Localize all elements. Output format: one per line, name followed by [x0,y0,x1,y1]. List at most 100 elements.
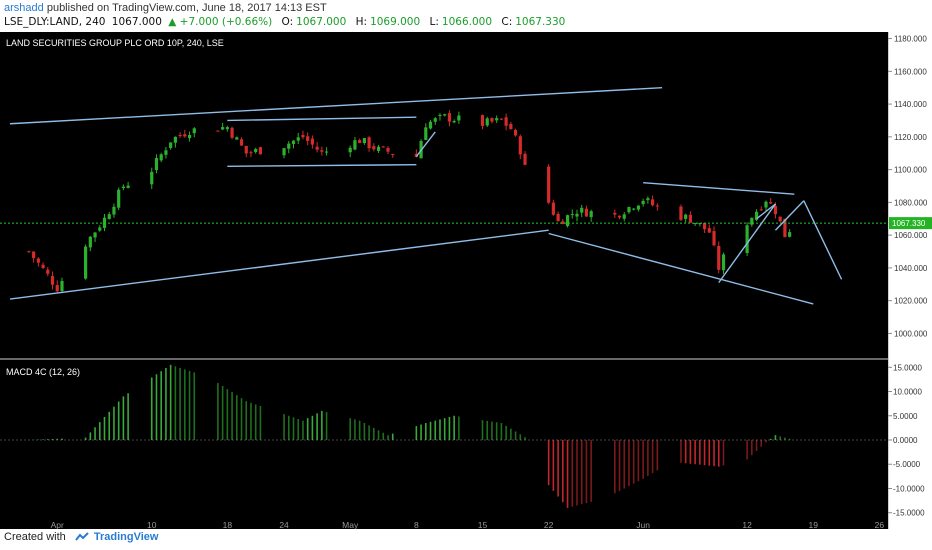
candle-body [551,202,555,215]
candle-body [98,227,102,231]
candle-body [117,189,121,208]
candle-body [239,139,244,146]
candle-body [764,201,768,208]
open-label: O: [281,16,294,28]
candle-body [688,214,692,223]
candle-body [447,113,452,122]
candle-body [769,202,773,204]
time-tick-label: May [342,520,359,529]
forecast-up-arrow [774,200,805,231]
candle-body [580,207,584,213]
price-tick-label: 1160.000 [894,67,927,76]
flag-lower-line [227,163,417,168]
close-label: C: [501,16,513,28]
candle-body [107,214,111,220]
candle-body [495,118,499,121]
candle-body [518,136,522,155]
price-tick-label: 1100.000 [894,166,927,175]
candle-body [745,225,749,254]
time-tick-label: Jun [636,520,650,529]
candle-body [291,140,296,144]
publish-info: arshadd published on TradingView.com, Ju… [4,2,327,14]
author-link[interactable]: arshadd [4,2,44,14]
candle-body [547,166,551,203]
time-tick-label: 12 [742,520,752,529]
time-tick-label: 22 [544,520,554,529]
candle-body [617,215,622,218]
channel-upper-line [9,86,663,125]
price-tick-label: 1180.000 [894,35,927,44]
candle-body [154,158,159,171]
candle-body [254,149,258,152]
candle-body [717,245,721,270]
candle-body [778,216,782,222]
price-scale-background [888,32,932,529]
candle-body [376,146,381,151]
rebound-arrow-head [756,203,776,220]
candle-body [46,269,50,274]
tradingview-brand[interactable]: TradingView [93,531,159,543]
candle-body [112,206,116,215]
time-tick-label: 15 [478,520,488,529]
chart-canvas[interactable]: 1000.0001020.0001040.0001060.0001080.000… [0,32,932,529]
candle-body [655,205,659,207]
candle-body [381,146,385,148]
candle-body [523,153,527,165]
candle-body [622,214,626,219]
candle-body [773,205,778,215]
footer: Created with TradingView [4,531,158,543]
candle-body [490,118,494,122]
time-tick-label: 18 [223,520,233,529]
candle-body [783,218,787,238]
time-tick-label: 26 [875,520,885,529]
macd-tick-label: -15.0000 [893,509,925,518]
candle-body [684,214,688,219]
candle-body [721,254,726,271]
change-value: ▲ +7.000 (+0.66%) [168,16,273,28]
candle-body [485,118,489,126]
publish-text: published on TradingView.com, June 18, 2… [46,2,327,14]
created-with-label: Created with [4,531,66,543]
candle-body [759,209,763,211]
candle-body [32,251,36,259]
open-value: 1067.000 [296,16,347,28]
price-tick-label: 1020.000 [894,297,928,306]
flag-breakout-arrow [415,131,436,157]
candle-body [584,208,589,217]
time-tick-label: 8 [414,520,419,529]
macd-tick-label: 10.0000 [893,388,922,397]
candle-body [575,213,579,217]
wedge-lower-line [548,232,814,305]
candle-body [169,142,173,149]
candle-body [183,134,187,137]
macd-tick-label: -5.0000 [893,460,921,469]
chart-background [0,32,888,529]
candle-body [372,146,376,150]
candle-body [249,152,253,154]
candle-body [50,276,55,285]
candle-body [367,137,371,149]
candle-body [159,154,163,161]
ohlc-legend: LSE_DLY:LAND, 240 1067.000 ▲ +7.000 (+0.… [4,16,571,28]
candle-body [36,258,40,263]
candle-body [55,285,59,292]
candle-body [258,147,263,155]
candle-body [641,200,645,205]
candle-body [173,136,177,143]
candle-body [324,151,329,153]
candle-body [556,213,560,222]
candle-body [310,138,314,145]
candle-body [282,148,286,156]
candle-body [707,228,711,233]
candle-body [84,246,88,279]
time-tick-label: Apr [51,520,64,529]
candle-body [296,137,300,141]
candle-body [452,121,456,123]
candle-body [230,127,234,138]
symbol-label: LSE_DLY:LAND, 240 [4,16,106,28]
time-axis-background [0,520,888,529]
candle-body [750,217,754,225]
candle-body [150,171,154,185]
low-value: 1066.000 [441,16,493,28]
candle-body [443,114,447,116]
